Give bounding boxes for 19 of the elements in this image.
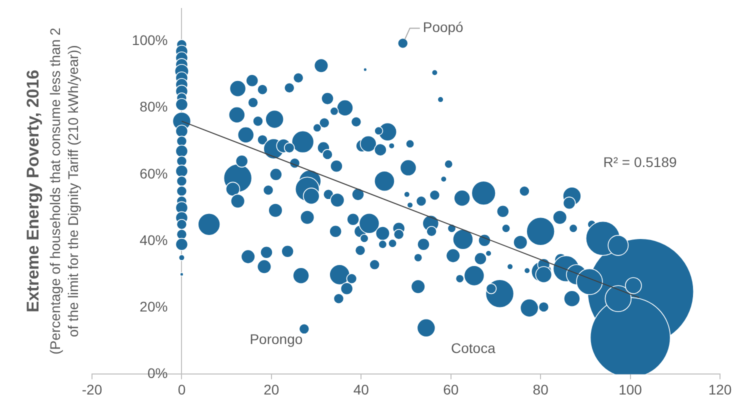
- y-tick-label: 100%: [132, 32, 168, 48]
- y-tick-label: 0%: [147, 365, 168, 382]
- y-tick-label: 60%: [140, 165, 168, 182]
- annotation: Cotoca: [451, 340, 496, 356]
- x-tick-label: 120: [708, 381, 732, 398]
- annotation: R² = 0.5189: [603, 154, 677, 170]
- x-tick-label: 60: [443, 381, 459, 398]
- x-tick-label: -20: [82, 381, 102, 398]
- annotation: Poopó: [422, 19, 464, 36]
- y-tick-label: 40%: [140, 232, 168, 248]
- x-tick-label: 40: [353, 381, 370, 398]
- y-tick-label: 20%: [140, 298, 168, 314]
- x-tick-label: 20: [264, 381, 280, 398]
- annotation: Porongo: [250, 330, 303, 347]
- y-axis-title: Extreme Energy Poverty, 2016 (Percentage of households that consume less than 2 of the limit for the Dignity Tariff (210 kWh/year)): [24, 27, 81, 355]
- x-tick-label: 100: [618, 381, 642, 398]
- y-tick-label: 80%: [140, 98, 168, 115]
- x-tick-label: 0: [178, 381, 186, 398]
- x-tick-label: 80: [532, 381, 549, 398]
